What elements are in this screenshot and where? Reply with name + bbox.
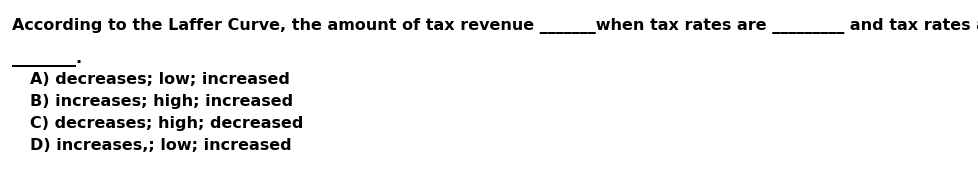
Text: B) increases; high; increased: B) increases; high; increased	[30, 94, 292, 109]
Text: ________.: ________.	[12, 52, 82, 67]
Text: A) decreases; low; increased: A) decreases; low; increased	[30, 72, 289, 87]
Text: D) increases,; low; increased: D) increases,; low; increased	[30, 138, 291, 153]
Text: According to the Laffer Curve, the amount of tax revenue _______when tax rates a: According to the Laffer Curve, the amoun…	[12, 18, 978, 34]
Text: C) decreases; high; decreased: C) decreases; high; decreased	[30, 116, 303, 131]
